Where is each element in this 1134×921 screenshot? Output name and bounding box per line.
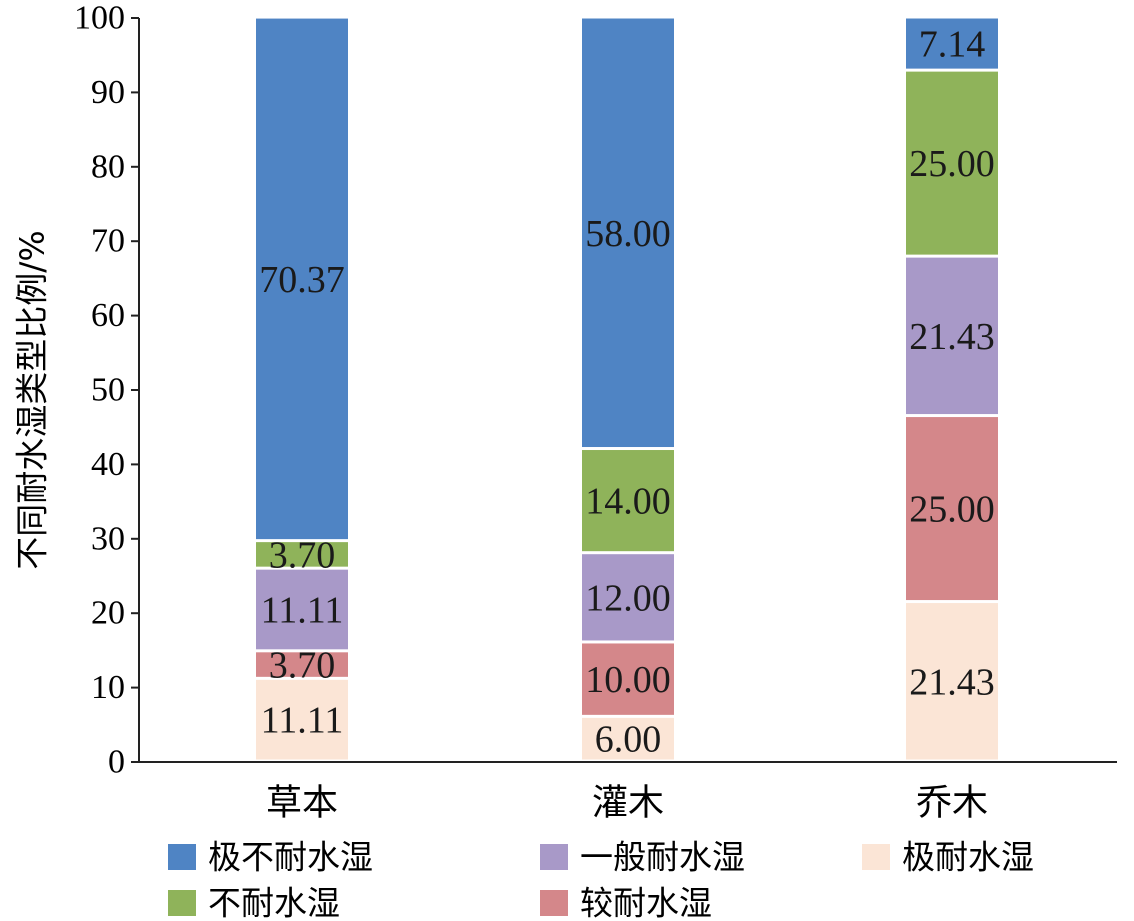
bar-data-label: 21.43 (909, 316, 995, 358)
x-category-label: 灌木 (592, 783, 664, 824)
y-tick-label: 50 (91, 372, 125, 409)
x-category-label: 乔木 (916, 783, 988, 824)
y-axis-ticks: 0 10 20 30 40 50 60 70 80 90 100 (74, 0, 139, 781)
x-category-label: 草本 (266, 783, 338, 824)
bar-segment (581, 716, 675, 761)
bar-data-label: 70.37 (259, 259, 345, 301)
bar-data-label: 58.00 (585, 213, 671, 255)
bar-data-label: 12.00 (585, 577, 671, 619)
legend-label: 不耐水湿 (208, 884, 340, 921)
bar-segment (905, 602, 999, 761)
bars (255, 17, 999, 761)
bar-segment (255, 541, 349, 568)
bar-data-label: 3.70 (269, 534, 336, 576)
y-tick-label: 0 (108, 744, 125, 781)
bar-segment (255, 678, 349, 761)
y-tick-label: 40 (91, 446, 125, 483)
legend-label: 极耐水湿 (902, 838, 1034, 877)
bar-data-label: 21.43 (909, 661, 995, 703)
legend-label: 较耐水湿 (580, 884, 712, 921)
bar-segment (581, 642, 675, 716)
bar-data-label: 25.00 (909, 143, 995, 185)
bar-segment (905, 416, 999, 602)
bar-segment (905, 17, 999, 70)
bar-segment (255, 651, 349, 678)
bar-data-label: 10.00 (585, 659, 671, 701)
bar-segment (905, 256, 999, 416)
legend-swatch (540, 844, 568, 870)
bar-data-label: 11.11 (261, 700, 344, 742)
y-tick-label: 60 (91, 297, 125, 334)
bar-segment (581, 553, 675, 642)
bar-segment (905, 70, 999, 256)
bar-segment (581, 17, 675, 449)
bar-data-label: 14.00 (585, 481, 671, 523)
y-tick-label: 70 (91, 223, 125, 260)
bar-segment (255, 568, 349, 651)
bar-data-label: 6.00 (595, 719, 662, 761)
legend-label: 一般耐水湿 (580, 838, 745, 877)
bar-data-label: 7.14 (919, 24, 986, 66)
bar-data-label: 25.00 (909, 489, 995, 531)
data-labels: 11.11 3.70 11.11 3.70 70.37 6.00 10.00 12.00 14.… (259, 24, 995, 761)
bar-segment (255, 17, 349, 541)
y-tick-label: 100 (74, 0, 125, 37)
y-tick-label: 80 (91, 148, 125, 185)
y-tick-label: 30 (91, 520, 125, 557)
legend-swatch (540, 890, 568, 916)
bar-segment (581, 449, 675, 553)
legend-swatch (862, 844, 890, 870)
y-tick-label: 90 (91, 74, 125, 111)
legend-swatch (168, 844, 196, 870)
y-tick-label: 20 (91, 595, 125, 632)
bar-data-label: 11.11 (261, 589, 344, 631)
bar-data-label: 3.70 (269, 645, 336, 687)
y-axis-label: 不同耐水湿类型比例/% (13, 230, 52, 569)
y-tick-label: 10 (91, 669, 125, 706)
x-axis-categories: 草本 灌木 乔木 (266, 783, 988, 824)
legend-swatch (168, 890, 196, 916)
legend-label: 极不耐水湿 (208, 838, 373, 877)
